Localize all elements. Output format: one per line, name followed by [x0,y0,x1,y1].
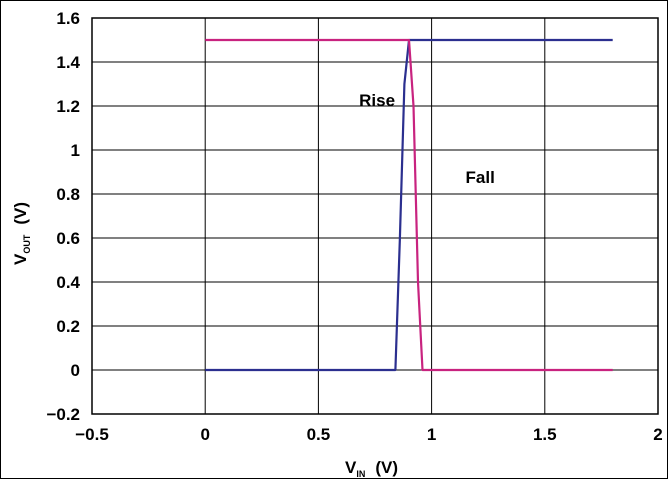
y-tick-label: 0.8 [56,185,80,204]
y-tick-label: 0 [71,361,80,380]
y-tick-label: 0.2 [56,317,80,336]
y-tick-labels: −0.2 0 0.2 0.4 0.6 0.8 1 1.2 1.4 1.6 [46,9,80,424]
x-axis-title-unit: (V) [375,458,398,477]
plot-area-border [91,17,659,415]
y-axis-title-main: V [11,253,30,265]
y-tick-label: −0.2 [46,405,80,424]
series-line-1 [205,38,613,372]
y-tick-label: 1.2 [56,97,80,116]
x-axis-title-main: V [345,458,357,477]
x-tick-label: 0.5 [307,425,331,444]
y-tick-label: 1.4 [56,53,80,72]
series-line-2 [205,38,613,372]
annotations: Rise Fall [359,91,495,187]
x-tick-label: 1.5 [533,425,557,444]
y-tick-label: 0.4 [56,273,80,292]
x-axis-title-sub: IN [356,469,365,479]
x-tick-label: 2 [653,425,662,444]
x-axis-title: VIN (V) [345,458,398,479]
series-group [205,38,613,372]
annotation-fall: Fall [466,168,495,187]
y-axis-title-unit: (V) [11,202,30,225]
x-tick-label: 1 [427,425,436,444]
annotation-rise: Rise [359,91,395,110]
x-tick-label: −0.5 [75,425,109,444]
x-tick-labels: −0.5 0 0.5 1 1.5 2 [75,425,663,444]
y-tick-label: 1 [71,141,80,160]
y-tick-label: 1.6 [56,9,80,28]
x-tick-label: 0 [200,425,209,444]
y-axis-title: VOUT (V) [11,202,32,265]
plot-area-background [92,18,658,414]
y-tick-label: 0.6 [56,229,80,248]
y-axis-title-sub: OUT [22,234,32,254]
